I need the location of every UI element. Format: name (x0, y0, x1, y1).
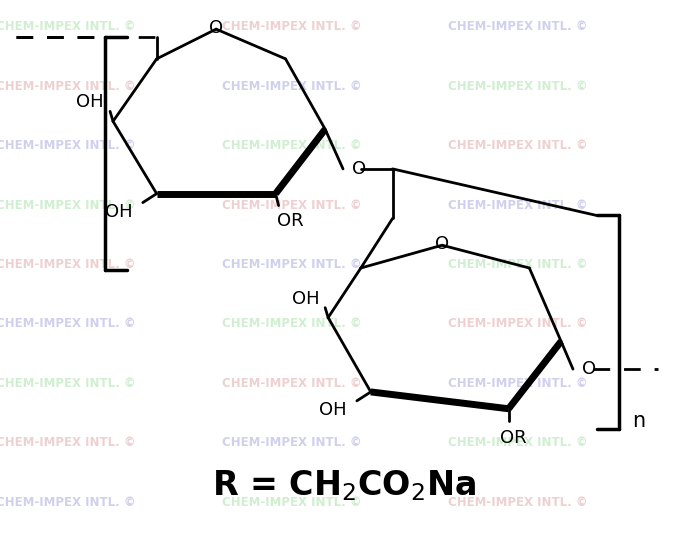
Text: CHEM-IMPEX INTL. ©: CHEM-IMPEX INTL. © (448, 377, 587, 390)
Text: O: O (435, 235, 449, 253)
Text: CHEM-IMPEX INTL. ©: CHEM-IMPEX INTL. © (222, 317, 362, 330)
Text: CHEM-IMPEX INTL. ©: CHEM-IMPEX INTL. © (448, 317, 587, 330)
Text: OH: OH (319, 401, 347, 419)
Text: O: O (582, 360, 596, 378)
Text: CHEM-IMPEX INTL. ©: CHEM-IMPEX INTL. © (222, 436, 362, 449)
Text: O: O (209, 19, 223, 37)
Text: n: n (632, 410, 645, 430)
Text: CHEM-IMPEX INTL. ©: CHEM-IMPEX INTL. © (0, 199, 136, 211)
Text: CHEM-IMPEX INTL. ©: CHEM-IMPEX INTL. © (222, 20, 362, 33)
Text: CHEM-IMPEX INTL. ©: CHEM-IMPEX INTL. © (0, 377, 136, 390)
Text: R = CH$_2$CO$_2$Na: R = CH$_2$CO$_2$Na (212, 469, 476, 504)
Text: CHEM-IMPEX INTL. ©: CHEM-IMPEX INTL. © (448, 80, 587, 93)
Text: CHEM-IMPEX INTL. ©: CHEM-IMPEX INTL. © (448, 20, 587, 33)
Text: CHEM-IMPEX INTL. ©: CHEM-IMPEX INTL. © (222, 258, 362, 271)
Text: OR: OR (277, 213, 304, 230)
Text: CHEM-IMPEX INTL. ©: CHEM-IMPEX INTL. © (0, 80, 136, 93)
Text: CHEM-IMPEX INTL. ©: CHEM-IMPEX INTL. © (222, 199, 362, 211)
Text: CHEM-IMPEX INTL. ©: CHEM-IMPEX INTL. © (448, 496, 587, 509)
Text: CHEM-IMPEX INTL. ©: CHEM-IMPEX INTL. © (448, 258, 587, 271)
Text: CHEM-IMPEX INTL. ©: CHEM-IMPEX INTL. © (448, 436, 587, 449)
Text: CHEM-IMPEX INTL. ©: CHEM-IMPEX INTL. © (222, 139, 362, 152)
Text: CHEM-IMPEX INTL. ©: CHEM-IMPEX INTL. © (222, 496, 362, 509)
Text: O: O (352, 160, 366, 178)
Text: CHEM-IMPEX INTL. ©: CHEM-IMPEX INTL. © (0, 20, 136, 33)
Text: OH: OH (76, 94, 104, 111)
Text: CHEM-IMPEX INTL. ©: CHEM-IMPEX INTL. © (0, 139, 136, 152)
Text: CHEM-IMPEX INTL. ©: CHEM-IMPEX INTL. © (222, 80, 362, 93)
Text: OH: OH (292, 290, 319, 308)
Text: OR: OR (500, 429, 527, 448)
Text: CHEM-IMPEX INTL. ©: CHEM-IMPEX INTL. © (0, 258, 136, 271)
Text: OH: OH (105, 202, 133, 221)
Text: CHEM-IMPEX INTL. ©: CHEM-IMPEX INTL. © (448, 139, 587, 152)
Text: CHEM-IMPEX INTL. ©: CHEM-IMPEX INTL. © (222, 377, 362, 390)
Text: CHEM-IMPEX INTL. ©: CHEM-IMPEX INTL. © (448, 199, 587, 211)
Text: CHEM-IMPEX INTL. ©: CHEM-IMPEX INTL. © (0, 436, 136, 449)
Text: CHEM-IMPEX INTL. ©: CHEM-IMPEX INTL. © (0, 317, 136, 330)
Text: CHEM-IMPEX INTL. ©: CHEM-IMPEX INTL. © (0, 496, 136, 509)
